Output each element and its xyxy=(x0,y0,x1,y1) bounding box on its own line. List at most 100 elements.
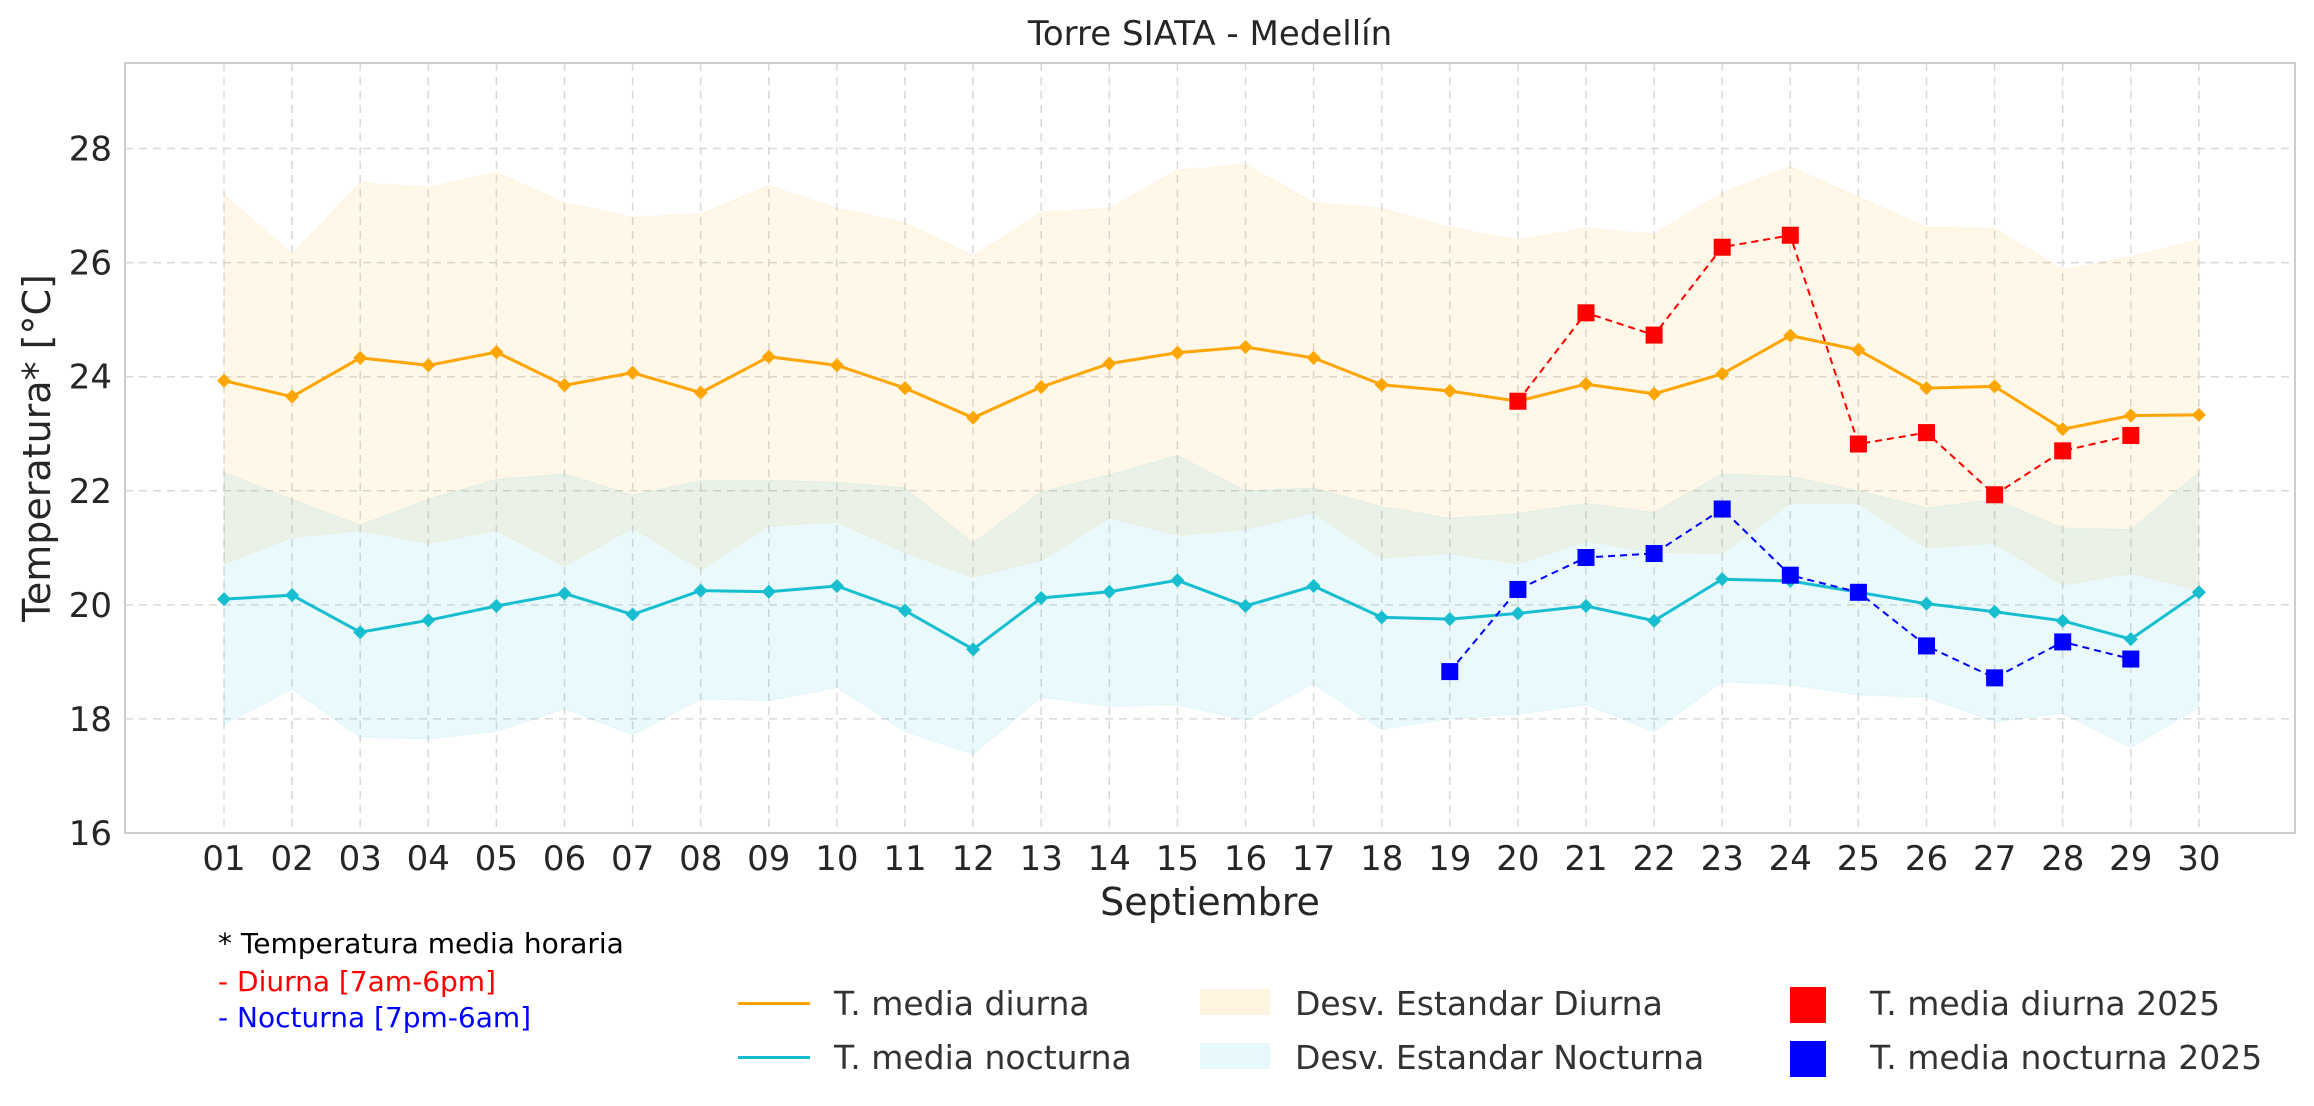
point-night-2025 xyxy=(1849,583,1867,601)
point-night-2025 xyxy=(1577,549,1595,567)
legend-band-night-swatch xyxy=(1200,1043,1270,1069)
mean-point-night xyxy=(557,586,572,601)
note-night-range: - Nocturna [7pm-6am] xyxy=(218,1001,532,1034)
point-day-2025 xyxy=(1645,326,1663,344)
mean-point-day xyxy=(1442,383,1457,398)
x-tick-label: 28 xyxy=(2041,839,2084,879)
mean-point-day xyxy=(557,378,572,393)
mean-point-day xyxy=(898,381,912,396)
mean-point-day xyxy=(1306,350,1321,365)
note-day-range: - Diurna [7am-6pm] xyxy=(218,965,496,998)
point-day-2025 xyxy=(2122,426,2140,444)
x-tick-label: 20 xyxy=(1496,839,1539,879)
mean-point-day xyxy=(217,373,231,388)
legend-band-day-label: Desv. Estandar Diurna xyxy=(1295,984,1663,1023)
legend-item-marker-day: T. media diurna 2025 xyxy=(1790,984,2290,1024)
mean-point-day xyxy=(421,358,436,373)
mean-point-day xyxy=(489,345,504,360)
mean-point-night xyxy=(2123,632,2138,647)
x-tick-label: 23 xyxy=(1701,839,1744,879)
legend-item-band-day: Desv. Estandar Diurna xyxy=(1200,984,1720,1024)
mean-point-day xyxy=(966,410,981,425)
point-day-2025 xyxy=(1918,424,1935,442)
mean-point-day xyxy=(1034,379,1049,394)
mean-point-day xyxy=(1783,328,1798,343)
x-tick-label: 05 xyxy=(475,839,518,879)
point-day-2025 xyxy=(1986,486,2004,504)
mean-point-night xyxy=(761,584,776,599)
mean-point-night xyxy=(1579,598,1593,613)
mean-point-night xyxy=(1306,579,1321,594)
point-day-2025 xyxy=(1577,304,1595,322)
mean-point-night xyxy=(898,603,912,618)
legend-item-marker-night: T. media nocturna 2025 xyxy=(1790,1038,2290,1078)
mean-point-night xyxy=(217,592,231,607)
point-night-2025 xyxy=(1645,545,1663,563)
x-tick-label: 19 xyxy=(1428,839,1471,879)
x-tick-label: 09 xyxy=(747,839,790,879)
x-tick-label: 02 xyxy=(270,839,313,879)
mean-point-day xyxy=(1238,340,1253,355)
legend-marker-night-swatch xyxy=(1790,1041,1826,1077)
point-night-2025 xyxy=(1441,663,1459,681)
mean-line-night xyxy=(223,577,2200,652)
legend-marker-night-label: T. media nocturna 2025 xyxy=(1870,1038,2263,1077)
mean-point-day xyxy=(761,349,776,364)
y-tick-label: 18 xyxy=(69,700,112,740)
note-hourly-mean: * Temperatura media horaria xyxy=(218,927,624,960)
legend-line-night-swatch xyxy=(738,1056,810,1059)
mean-point-night xyxy=(966,642,981,657)
std-band-night xyxy=(223,454,2200,755)
mean-point-day xyxy=(1715,366,1730,381)
mean-point-day xyxy=(1987,379,2002,394)
mean-point-night xyxy=(1715,572,1730,587)
mean-point-night xyxy=(489,598,504,613)
mean-point-day xyxy=(625,365,640,380)
plot-area xyxy=(124,62,2296,834)
point-day-2025 xyxy=(1713,238,1731,256)
mean-point-night xyxy=(1510,606,1525,621)
mean-point-night xyxy=(1374,610,1389,625)
point-day-2025 xyxy=(1509,392,1527,410)
x-tick-label: 16 xyxy=(1224,839,1267,879)
line-day-2025 xyxy=(1517,234,2132,497)
mean-point-night xyxy=(1919,596,1934,611)
chart-title: Torre SIATA - Medellín xyxy=(1027,14,1392,54)
x-tick-label: 30 xyxy=(2177,839,2220,879)
x-tick-label: 22 xyxy=(1632,839,1675,879)
legend-item-band-night: Desv. Estandar Nocturna xyxy=(1200,1038,1720,1078)
x-tick-label: 01 xyxy=(202,839,245,879)
x-tick-label: 07 xyxy=(611,839,654,879)
y-tick-labels: 16 18 20 22 24 26 28 xyxy=(69,130,112,854)
mean-point-night xyxy=(1987,604,2002,619)
mean-point-night xyxy=(625,607,640,622)
point-night-2025 xyxy=(1781,566,1799,584)
x-tick-label: 17 xyxy=(1292,839,1335,879)
mean-point-night xyxy=(1034,591,1049,606)
grid-lines xyxy=(125,63,2295,833)
mean-point-day xyxy=(1579,377,1593,392)
y-tick-label: 28 xyxy=(69,130,112,170)
x-tick-label: 18 xyxy=(1360,839,1403,879)
legend-band-night-label: Desv. Estandar Nocturna xyxy=(1295,1038,1705,1077)
y-axis-label: Temperatura* [°C] xyxy=(15,274,59,623)
x-tick-label: 15 xyxy=(1156,839,1199,879)
mean-point-night xyxy=(421,613,436,628)
x-tick-label: 11 xyxy=(883,839,926,879)
mean-point-day xyxy=(1374,377,1389,392)
point-night-2025 xyxy=(2122,650,2140,668)
y-tick-label: 16 xyxy=(69,814,112,854)
mean-point-night xyxy=(829,579,844,594)
point-night-2025 xyxy=(1509,580,1527,598)
x-tick-label: 14 xyxy=(1088,839,1131,879)
point-night-2025 xyxy=(2054,633,2072,651)
x-tick-label: 08 xyxy=(679,839,722,879)
legend-item-line-night: T. media nocturna xyxy=(738,1038,1138,1078)
mean-point-night xyxy=(285,588,300,603)
mean-point-day xyxy=(693,385,708,400)
x-tick-label: 27 xyxy=(1973,839,2016,879)
mean-point-day xyxy=(1170,345,1185,360)
mean-point-day xyxy=(1919,381,1934,396)
mean-line-day xyxy=(223,334,2199,431)
